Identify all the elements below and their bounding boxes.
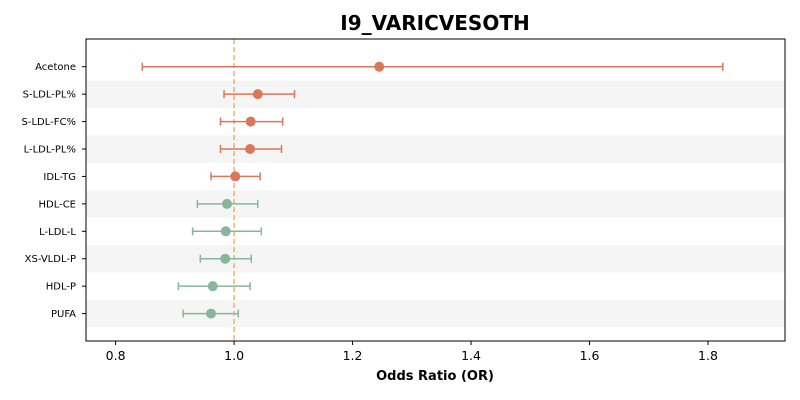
or-point xyxy=(221,198,232,209)
or-point xyxy=(245,144,256,155)
row-8 xyxy=(177,281,251,292)
row-bands xyxy=(86,80,785,328)
x-tick-label: 0.8 xyxy=(106,348,126,363)
or-point xyxy=(230,171,241,182)
x-tick-label: 1.6 xyxy=(580,348,600,363)
y-tick-label: HDL-P xyxy=(46,282,76,293)
y-tick-label: L-LDL-PL% xyxy=(24,145,76,156)
row-band xyxy=(86,135,785,163)
x-tick-label: 1.4 xyxy=(461,348,481,363)
y-tick-label: Acetone xyxy=(35,62,76,73)
y-tick-label: HDL-CE xyxy=(38,199,76,210)
y-tick-label: XS-VLDL-P xyxy=(25,254,76,265)
row-4 xyxy=(210,171,261,182)
y-tick-label: S-LDL-FC% xyxy=(22,117,76,128)
or-point xyxy=(205,308,216,319)
row-1 xyxy=(223,89,296,100)
or-point xyxy=(252,89,263,100)
row-band xyxy=(86,190,785,218)
or-point xyxy=(245,116,256,127)
chart-title: I9_VARICVESOTH xyxy=(340,11,529,35)
row-0 xyxy=(141,61,724,72)
row-3 xyxy=(219,144,283,155)
y-axis-labels: Acetone S-LDL-PL% S-LDL-FC% L-LDL-PL% IDL-TG… xyxy=(22,62,86,320)
row-6 xyxy=(191,226,263,237)
row-5 xyxy=(196,198,259,209)
row-band xyxy=(86,80,785,108)
y-tick-label: L-LDL-L xyxy=(39,227,76,238)
or-point xyxy=(220,253,231,264)
plot-frame xyxy=(85,38,786,342)
x-axis-ticks: 0.8 1.0 1.2 1.4 1.6 1.8 xyxy=(106,341,718,363)
row-9 xyxy=(182,308,239,319)
row-band xyxy=(86,245,785,273)
or-point xyxy=(374,61,385,72)
data-marks xyxy=(141,61,724,319)
axes xyxy=(85,38,786,342)
or-point xyxy=(220,226,231,237)
x-tick-label: 1.0 xyxy=(224,348,244,363)
or-point xyxy=(207,281,218,292)
y-tick-label: S-LDL-PL% xyxy=(23,90,76,101)
y-tick-label: IDL-TG xyxy=(43,172,76,183)
row-7 xyxy=(199,253,253,264)
x-axis-label: Odds Ratio (OR) xyxy=(376,369,494,384)
row-2 xyxy=(219,116,284,127)
x-tick-label: 1.8 xyxy=(698,348,718,363)
y-tick-label: PUFA xyxy=(51,309,76,320)
x-tick-label: 1.2 xyxy=(343,348,363,363)
